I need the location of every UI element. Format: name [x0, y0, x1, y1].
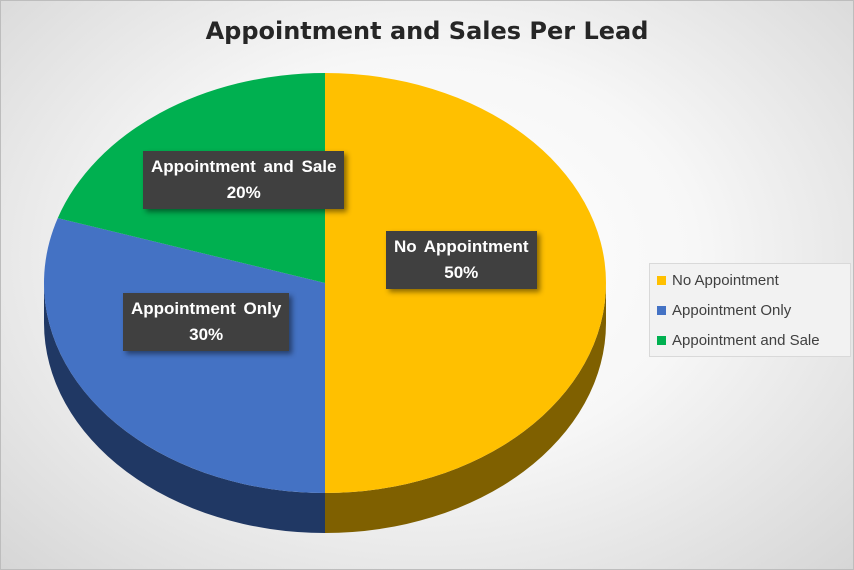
data-label-no-appointment: No Appointment 50%: [386, 231, 537, 289]
data-label-value: 50%: [444, 263, 479, 282]
data-label-name: No Appointment: [394, 237, 529, 256]
data-label-value: 20%: [226, 183, 261, 202]
legend-item-appointment-and-sale: Appointment and Sale: [657, 330, 820, 350]
legend-item-no-appointment: No Appointment: [657, 270, 779, 290]
pie-side-no-appointment: [325, 283, 606, 533]
legend-swatch: [657, 305, 666, 315]
data-label-value: 30%: [189, 325, 224, 344]
legend-label: Appointment and Sale: [672, 331, 820, 349]
legend: No Appointment Appointment Only Appointm…: [649, 263, 851, 357]
data-label-name: Appointment Only: [131, 299, 282, 318]
legend-swatch: [657, 275, 666, 285]
legend-label: No Appointment: [672, 271, 779, 289]
data-label-appointment-only: Appointment Only 30%: [123, 293, 290, 351]
pie-slice-appointment-only: [43, 218, 326, 493]
data-label-appointment-and-sale: Appointment and Sale 20%: [143, 151, 345, 209]
pie-sides: [44, 283, 606, 533]
legend-swatch: [657, 335, 666, 345]
legend-label: Appointment Only: [672, 301, 792, 319]
pie-side-appointment-only: [44, 283, 325, 533]
legend-item-appointment-only: Appointment Only: [657, 300, 791, 320]
chart-title: Appointment and Sales Per Lead: [205, 17, 649, 45]
data-label-name: Appointment and Sale: [151, 157, 337, 176]
